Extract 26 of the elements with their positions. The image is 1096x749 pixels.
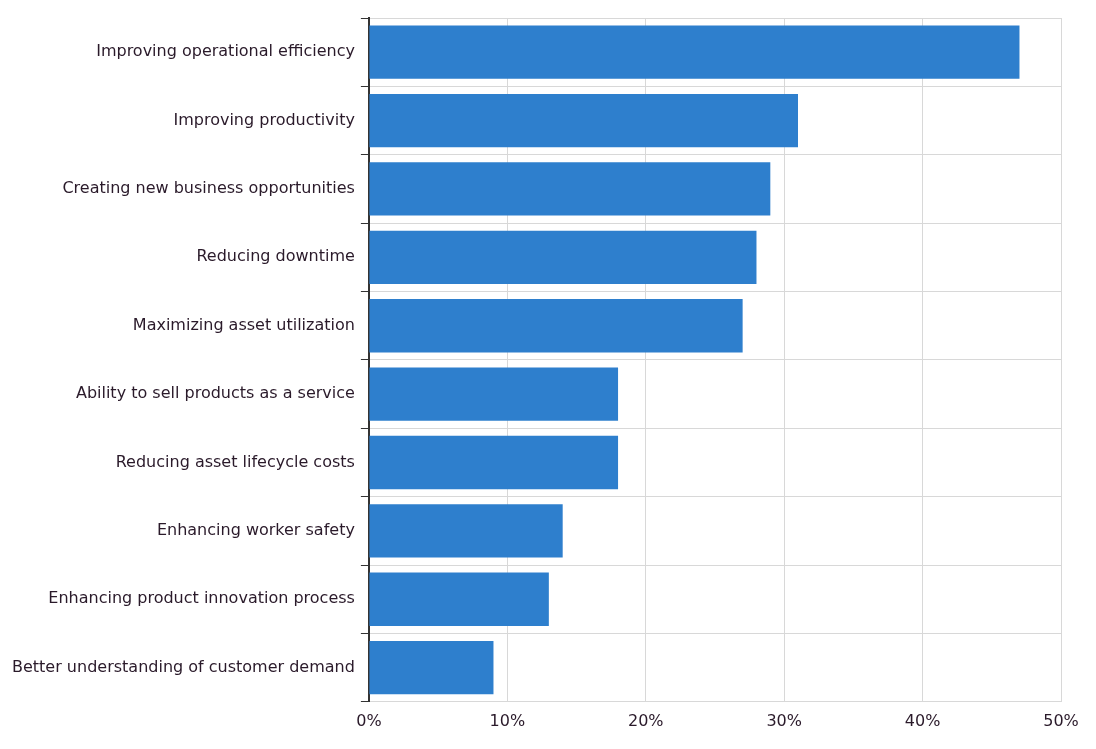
y-tick-label: Reducing asset lifecycle costs	[115, 451, 355, 471]
y-tick-label: Reducing downtime	[196, 246, 355, 266]
bar	[369, 572, 549, 626]
bar	[369, 230, 757, 284]
bar	[369, 93, 798, 148]
bar	[369, 25, 1020, 79]
x-tick-label: 10%	[489, 710, 526, 730]
x-tick-label: 20%	[627, 710, 664, 730]
x-tick-label: 40%	[904, 710, 941, 730]
y-tick-label: Creating new business opportunities	[62, 178, 355, 198]
x-tick-label: 30%	[766, 710, 802, 730]
y-tick-label: Enhancing worker safety	[156, 520, 355, 540]
bar	[369, 640, 494, 695]
bar	[369, 299, 743, 353]
y-tick-label: Enhancing product innovation process	[48, 588, 355, 608]
y-tick-label: Maximizing asset utilization	[132, 314, 355, 334]
bar	[369, 367, 619, 421]
y-tick-label: Better understanding of customer demand	[11, 656, 355, 676]
bar	[369, 435, 619, 490]
y-tick-label: Ability to sell products as a service	[75, 383, 355, 403]
bar	[369, 504, 563, 558]
y-tick-label: Improving operational efficiency	[96, 41, 355, 61]
x-tick-label: 50%	[1043, 710, 1079, 730]
y-tick-label: Improving productivity	[173, 109, 355, 129]
x-tick-label: 0%	[356, 710, 382, 730]
bar	[369, 162, 771, 216]
